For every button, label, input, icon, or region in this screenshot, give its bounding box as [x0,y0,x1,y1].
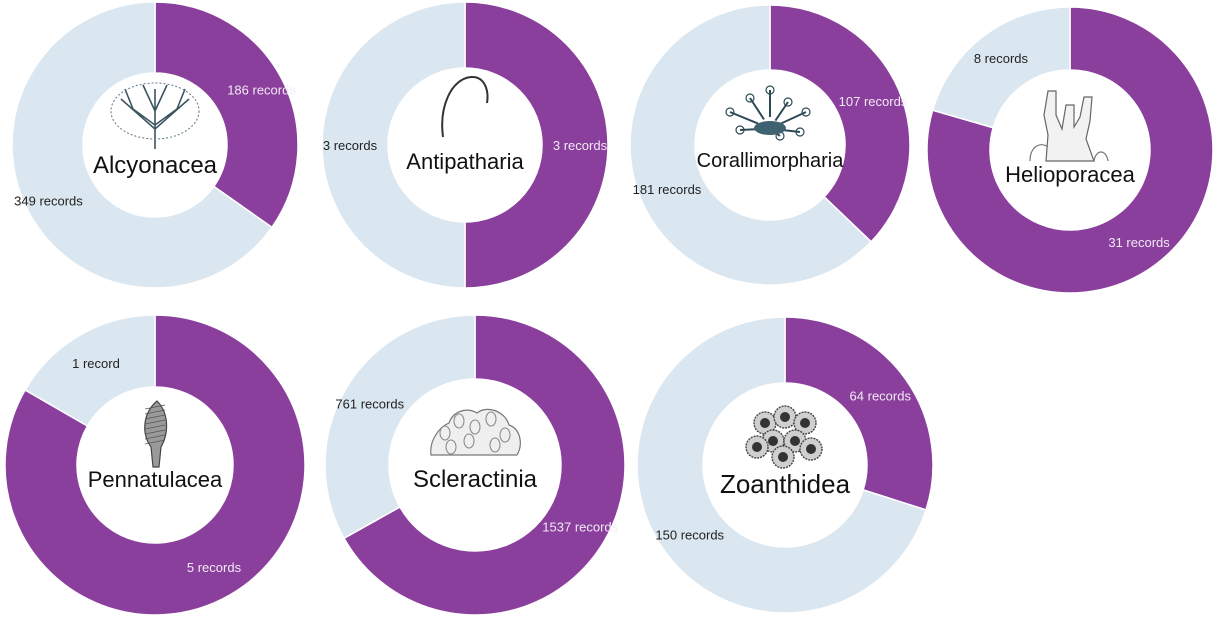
title-zoanthidea: Zoanthidea [720,469,851,499]
slice-pennatulacea-recorded [4,314,306,616]
slice-label-scleractinia-recorded: 1537 records [542,520,618,535]
title-pennatulacea: Pennatulacea [88,467,223,492]
slice-corallimorpharia-other [629,4,873,286]
slice-label-helioporacea-recorded: 31 records [1108,235,1170,250]
donut-antipatharia: 3 records 3 records Antipatharia [321,1,609,289]
stony-coral-icon [431,409,521,455]
title-helioporacea: Helioporacea [1005,162,1135,187]
slice-label-corallimorpharia-other: 181 records [633,182,702,197]
slice-scleractinia-recorded [343,314,626,616]
title-corallimorpharia: Corallimorpharia [697,150,845,172]
corallimorph-icon [726,86,810,140]
slice-pennatulacea-other [24,314,156,428]
donut-helioporacea: 31 records 8 records Helioporacea [926,6,1214,294]
sea-fan-icon [111,83,199,149]
slice-label-alcyonacea-recorded: 186 records [227,83,296,98]
donut-pennatulacea: 5 records 1 record Pennatulacea [4,314,306,616]
slice-label-helioporacea-other: 8 records [974,51,1029,66]
sea-pen-icon [145,401,167,467]
title-scleractinia: Scleractinia [413,466,538,493]
blue-coral-icon [1030,91,1108,161]
title-antipatharia: Antipatharia [406,149,524,174]
donut-corallimorpharia: 107 records 181 records Corallimorpharia [629,4,911,286]
slice-zoanthidea-other [636,316,927,614]
slice-antipatharia-recorded [464,1,609,289]
slice-scleractinia-other [324,314,476,540]
slice-corallimorpharia-recorded [769,4,911,243]
slice-label-antipatharia-other: 3 records [323,138,378,153]
slice-label-scleractinia-other: 761 records [335,396,404,411]
black-coral-icon [442,77,487,137]
slice-helioporacea-other [931,6,1071,129]
slice-antipatharia-other [321,1,466,289]
slice-alcyonacea-recorded [154,1,299,229]
slice-alcyonacea-other [11,1,273,289]
donut-alcyonacea: 186 records 349 records Alcyonacea [11,1,299,289]
slice-label-pennatulacea-recorded: 5 records [187,560,242,575]
slice-zoanthidea-recorded [784,316,934,511]
zoanthid-icon [746,406,822,468]
slice-label-zoanthidea-other: 150 records [655,528,724,543]
donut-scleractinia: 1537 records 761 records Scleractinia [324,314,626,616]
slice-label-zoanthidea-recorded: 64 records [850,388,912,403]
slice-helioporacea-recorded [926,6,1214,294]
title-alcyonacea: Alcyonacea [93,152,218,179]
slice-label-pennatulacea-other: 1 record [72,356,120,371]
slice-label-alcyonacea-other: 349 records [14,193,83,208]
slice-label-corallimorpharia-recorded: 107 records [839,94,908,109]
slice-label-antipatharia-recorded: 3 records [553,138,608,153]
donut-zoanthidea: 64 records 150 records Zoanthidea [636,316,934,614]
